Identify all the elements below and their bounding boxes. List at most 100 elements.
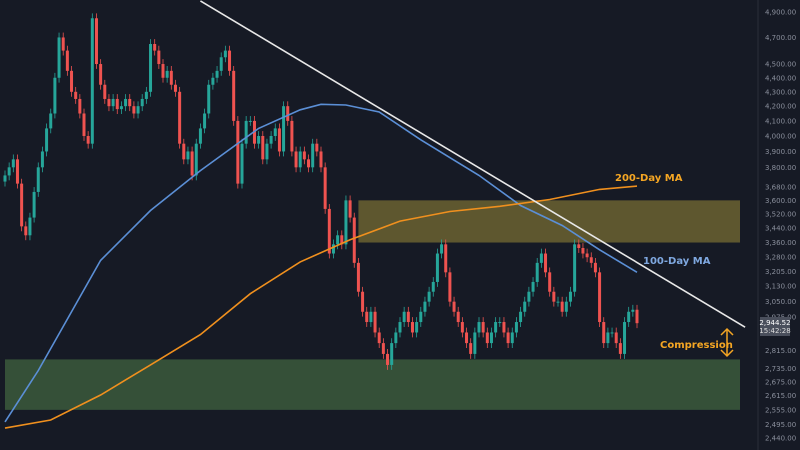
candle-body xyxy=(286,106,290,121)
candle-body xyxy=(535,262,539,282)
candle-body xyxy=(564,301,568,312)
candle-body xyxy=(45,128,49,152)
candle-body xyxy=(173,84,177,92)
candle xyxy=(415,317,419,338)
candle xyxy=(144,86,148,104)
candle-body xyxy=(336,235,340,245)
candle-body xyxy=(228,50,232,71)
y-tick-label: 2,495.00 xyxy=(765,421,796,429)
ma100-label: 100-Day MA xyxy=(643,256,711,267)
candle xyxy=(115,94,119,115)
candle-body xyxy=(473,332,477,354)
last-price: 2,944.52 xyxy=(759,319,790,327)
candle xyxy=(519,306,523,327)
candle xyxy=(361,286,365,317)
candle xyxy=(365,306,369,327)
candle-body xyxy=(560,301,564,312)
candle-body xyxy=(3,175,7,182)
candle xyxy=(323,162,327,214)
candle xyxy=(502,317,506,338)
candle xyxy=(560,296,564,317)
candle xyxy=(236,116,240,189)
candle-body xyxy=(211,77,215,85)
candle-body xyxy=(223,50,227,58)
candle xyxy=(494,317,498,338)
candle-body xyxy=(352,217,356,263)
candle xyxy=(627,306,631,327)
candle xyxy=(153,39,157,56)
candle xyxy=(307,154,311,173)
candle xyxy=(36,162,40,197)
candle xyxy=(510,327,514,349)
candle xyxy=(523,296,527,317)
y-tick-label: 3,440.00 xyxy=(765,225,796,233)
candle xyxy=(589,252,593,268)
candle-body xyxy=(99,64,103,85)
candle xyxy=(82,108,86,141)
candle xyxy=(602,317,606,349)
descending-trendline[interactable] xyxy=(200,0,746,328)
candle xyxy=(452,296,456,317)
candle-body xyxy=(215,70,219,78)
candle-body xyxy=(361,291,365,312)
candle xyxy=(369,306,373,327)
candle xyxy=(635,304,639,329)
candle xyxy=(290,116,294,157)
candle-body xyxy=(302,151,306,160)
candle-body xyxy=(203,113,207,129)
candle-body xyxy=(165,70,169,78)
candle xyxy=(394,327,398,349)
candle-body xyxy=(140,98,144,107)
y-tick-label: 3,600.00 xyxy=(765,197,796,205)
candle xyxy=(211,72,215,90)
candle-body xyxy=(406,311,410,323)
candle xyxy=(481,317,485,338)
candle xyxy=(423,296,427,317)
candle-body xyxy=(70,70,74,92)
y-tick-label: 3,360.00 xyxy=(765,239,796,247)
price-axis[interactable] xyxy=(758,0,800,450)
candle-body xyxy=(460,322,464,333)
candle-body xyxy=(519,311,523,323)
candle xyxy=(331,239,335,259)
candle-body xyxy=(627,311,631,323)
candle-countdown: 15:42:28 xyxy=(759,327,790,335)
candle-body xyxy=(602,322,606,344)
candle-body xyxy=(469,343,473,354)
candle-body xyxy=(28,217,32,236)
y-tick-label: 2,815.00 xyxy=(765,347,796,355)
candle-body xyxy=(178,91,182,144)
candle-body xyxy=(527,291,531,302)
candle-body xyxy=(282,106,286,152)
candle xyxy=(568,286,572,307)
candle xyxy=(20,178,24,232)
candle xyxy=(215,65,219,83)
candle xyxy=(352,212,356,268)
candle-body xyxy=(119,106,123,110)
candle xyxy=(469,338,473,359)
candle xyxy=(261,131,265,165)
y-axis-ticks: 4,900.00 4,700.00 4,500.00 4,400.00 4,300.00… xyxy=(765,9,796,443)
candle-body xyxy=(585,253,589,258)
candle xyxy=(498,317,502,327)
candle-body xyxy=(452,301,456,312)
candle xyxy=(45,123,49,157)
candle xyxy=(527,286,531,307)
candle-body xyxy=(593,262,597,273)
candle-body xyxy=(78,98,82,114)
compression-arrow-icon xyxy=(720,327,734,358)
y-tick-label: 3,680.00 xyxy=(765,183,796,191)
moving-averages xyxy=(4,103,638,429)
y-tick-label: 4,100.00 xyxy=(765,117,796,125)
candle xyxy=(149,39,153,97)
y-tick-label: 3,280.00 xyxy=(765,254,796,262)
candle xyxy=(435,248,439,287)
candle-body xyxy=(82,113,86,136)
candle-body xyxy=(610,332,614,334)
candle-body xyxy=(477,322,481,333)
candle-body xyxy=(635,309,639,324)
candle xyxy=(465,327,469,349)
candle-body xyxy=(606,332,610,344)
candle xyxy=(257,131,261,149)
